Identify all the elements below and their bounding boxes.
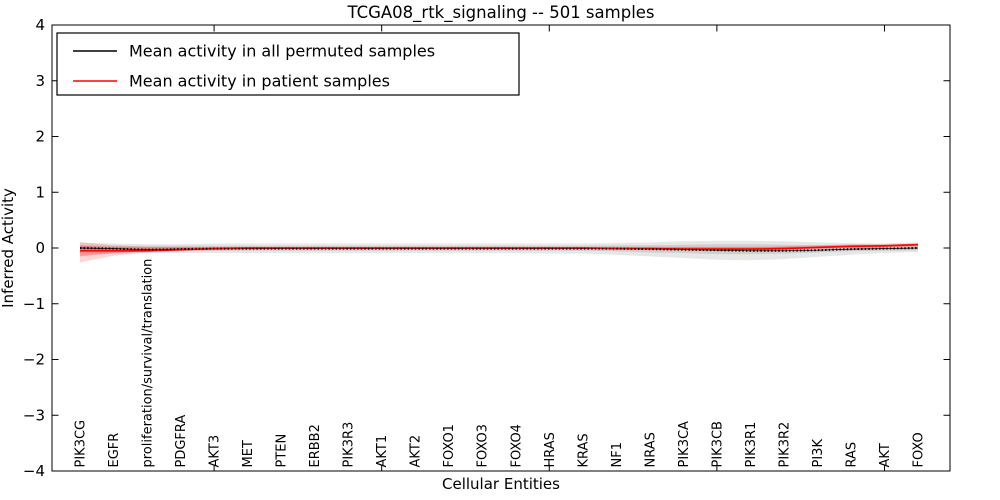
chart-title: TCGA08_rtk_signaling -- 501 samples [346, 3, 654, 23]
x-tick-label: AKT [878, 443, 893, 467]
x-tick-label: NRAS [643, 432, 658, 467]
x-tick-label: FOXO3 [476, 424, 491, 467]
x-tick-label: NF1 [610, 442, 625, 467]
x-tick-label: PIK3CB [710, 421, 725, 467]
y-tick-labels: 4 3 2 1 0 −1 −2 −3 −4 [23, 16, 45, 480]
x-tick-label: AKT1 [375, 435, 390, 468]
x-tick-label: PIK3CA [677, 421, 692, 468]
x-tick-label: MET [241, 440, 256, 467]
bands-layer [80, 240, 918, 263]
y-tick-label: 4 [35, 16, 45, 34]
x-tick-label: HRAS [543, 432, 558, 467]
x-tick-label: PIK3R2 [777, 422, 792, 468]
x-tick-label: FOXO4 [509, 424, 524, 467]
y-tick-label: −3 [23, 406, 45, 424]
x-tick-label: FOXO1 [442, 424, 457, 467]
x-tick-label: PIK3R1 [744, 422, 759, 468]
y-tick-label: 0 [35, 239, 45, 257]
legend-items: Mean activity in all permuted samples Mea… [73, 42, 435, 91]
x-tick-label: PI3K [811, 439, 826, 468]
x-tick-label: PDGFRA [174, 415, 189, 468]
y-tick-label: 3 [35, 72, 45, 90]
x-tick-label: PIK3R3 [342, 422, 357, 468]
legend-item-label: Mean activity in patient samples [129, 72, 390, 91]
x-tick-label: AKT3 [208, 435, 223, 468]
x-tick-label: EGFR [107, 433, 122, 468]
x-tick-label: PTEN [275, 434, 290, 468]
lines-layer [79, 243, 919, 252]
x-tick-label: RAS [844, 442, 859, 468]
y-tick-label: −2 [23, 351, 45, 369]
y-tick-label: 2 [35, 128, 45, 146]
x-tick-labels: PIK3CG EGFR proliferation/survival/transla… [74, 259, 927, 468]
x-axis-label: Cellular Entities [442, 475, 560, 493]
legend: Mean activity in all permuted samples Mea… [56, 32, 520, 96]
y-axis-label: Inferred Activity [0, 188, 17, 308]
patient-band-outer [80, 241, 918, 263]
x-tick-label: FOXO [912, 432, 927, 467]
y-tick-label: −4 [23, 462, 45, 480]
x-tick-label: ERBB2 [308, 424, 323, 467]
patient-mean-line [80, 243, 919, 252]
y-tick-label: −1 [23, 295, 45, 313]
x-tick-label: AKT2 [409, 435, 424, 468]
legend-box [56, 32, 520, 96]
x-tick-label: PIK3CG [74, 420, 89, 468]
legend-item-label: Mean activity in all permuted samples [129, 42, 435, 61]
x-tick-label: proliferation/survival/translation [141, 259, 156, 468]
permuted-band-inner [80, 244, 918, 255]
y-tick-label: 1 [35, 183, 45, 201]
x-tick-label: KRAS [576, 433, 591, 467]
permuted-band-outer [80, 240, 918, 261]
